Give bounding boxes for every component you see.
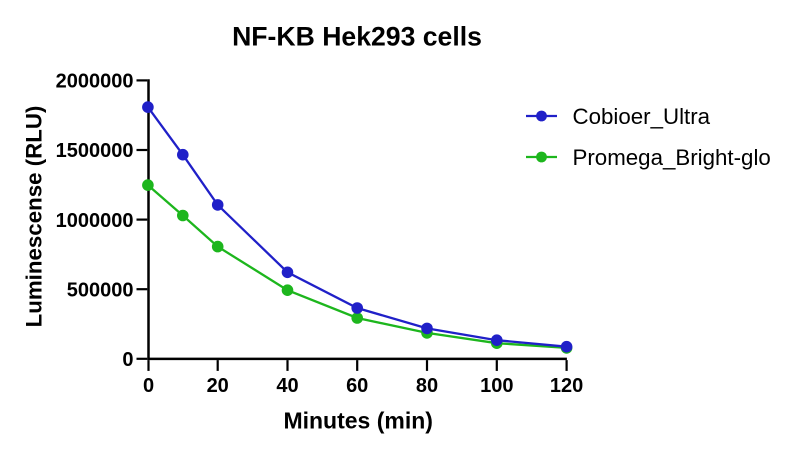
svg-text:40: 40 bbox=[276, 375, 298, 397]
svg-text:1000000: 1000000 bbox=[56, 210, 134, 232]
svg-text:20: 20 bbox=[207, 375, 229, 397]
svg-text:0: 0 bbox=[143, 375, 154, 397]
svg-text:100: 100 bbox=[480, 375, 513, 397]
svg-text:Luminescense (RLU): Luminescense (RLU) bbox=[22, 106, 47, 328]
svg-text:60: 60 bbox=[346, 375, 368, 397]
svg-text:Cobioer_Ultra: Cobioer_Ultra bbox=[573, 104, 711, 129]
svg-text:Minutes (min): Minutes (min) bbox=[283, 408, 433, 434]
svg-text:500000: 500000 bbox=[67, 279, 134, 301]
svg-text:1500000: 1500000 bbox=[56, 140, 134, 162]
svg-text:NF-KB Hek293 cells: NF-KB Hek293 cells bbox=[232, 22, 482, 52]
svg-text:Promega_Bright-glo: Promega_Bright-glo bbox=[573, 145, 771, 170]
svg-text:80: 80 bbox=[416, 375, 438, 397]
svg-text:0: 0 bbox=[122, 349, 133, 371]
svg-text:2000000: 2000000 bbox=[56, 71, 134, 93]
svg-text:120: 120 bbox=[550, 375, 583, 397]
